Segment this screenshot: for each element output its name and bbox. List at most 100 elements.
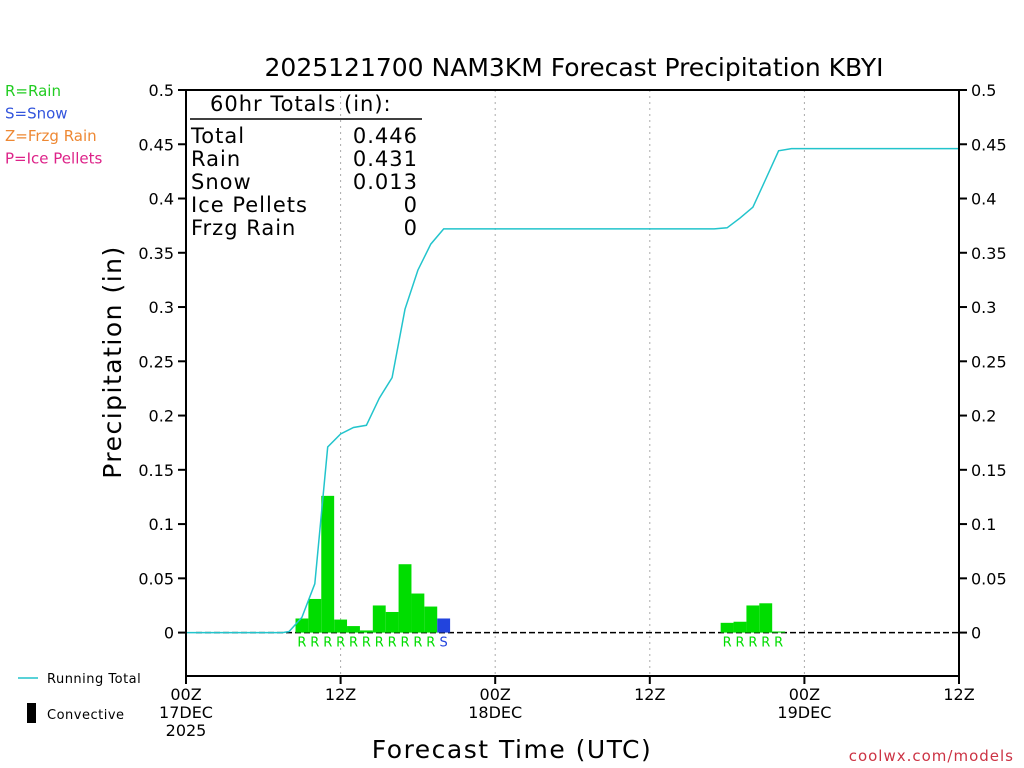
y-axis-left: 0 0.05 0.1 0.15 0.2 0.25 0.3 0.35 0.4 0.45 0.5 (138, 81, 186, 643)
y-axis-label: Precipitation (in) (98, 245, 127, 479)
y-tick-label-left: 0 (164, 624, 174, 643)
precip-type-label: S (440, 636, 448, 651)
precip-type-label: R (349, 636, 358, 651)
precip-type-label: R (323, 636, 332, 651)
x-tick-label: 00Z (170, 685, 201, 704)
grid-lines (340, 90, 805, 676)
y-tick-label-right: 0.15 (971, 461, 1007, 480)
y-tick-label-left: 0.3 (149, 298, 174, 317)
precip-type-label: R (761, 636, 770, 651)
precip-type-label: R (723, 636, 732, 651)
legend-type-entry: P=Ice Pellets (5, 150, 102, 168)
totals-row-value: 0 (404, 216, 418, 240)
x-tick-label: 12Z (943, 685, 974, 704)
precip-bar (398, 564, 412, 633)
y-tick-label-left: 0.25 (138, 352, 174, 371)
precip-bar (411, 593, 425, 633)
precip-bar (372, 605, 386, 633)
precip-bar (733, 621, 747, 633)
legend-series-label: Running Total (47, 672, 141, 687)
precip-bar (746, 605, 760, 633)
precip-type-label: R (400, 636, 409, 651)
totals-row-value: 0.446 (353, 124, 418, 148)
chart-title: 2025121700 NAM3KM Forecast Precipitation… (265, 53, 884, 82)
totals-heading: 60hr Totals (in): (210, 92, 392, 116)
y-axis-right: 0 0.05 0.1 0.15 0.2 0.25 0.3 0.35 0.4 0.45 0.5 (959, 81, 1007, 643)
precip-type-label: R (297, 636, 306, 651)
x-tick-label: 17DEC (159, 703, 213, 722)
totals-row-label: Snow (191, 170, 252, 194)
x-tick-label: 19DEC (777, 703, 831, 722)
y-tick-label-left: 0.4 (149, 190, 174, 209)
plot-area-frame (185, 89, 960, 677)
totals-row-value: 0.431 (353, 147, 418, 171)
y-tick-label-right: 0.05 (971, 569, 1007, 588)
precip-type-label: R (336, 636, 345, 651)
totals-row-label: Frzg Rain (191, 216, 296, 240)
precip-bar (308, 598, 322, 633)
precip-bar (424, 606, 438, 633)
precip-type-label: R (774, 636, 783, 651)
precip-type-label: R (310, 636, 319, 651)
precip-type-label: R (362, 636, 371, 651)
legend-type-entry: Z=Frzg Rain (5, 127, 97, 145)
precip-type-label: R (388, 636, 397, 651)
y-tick-label-right: 0.5 (971, 81, 996, 100)
precip-bar (295, 618, 309, 633)
totals-row-value: 0.013 (353, 170, 418, 194)
totals-box: 60hr Totals (in): Total 0.446 Rain 0.431 Snow… (190, 92, 422, 240)
running-total-line (186, 147, 959, 634)
legend-type-entry: S=Snow (5, 105, 68, 123)
y-tick-label-right: 0.25 (971, 352, 1007, 371)
y-tick-label-left: 0.45 (138, 135, 174, 154)
precip-type-label: R (748, 636, 757, 651)
precip-type-label: R (735, 636, 744, 651)
precip-type-label: R (426, 636, 435, 651)
totals-row-label: Total (190, 124, 245, 148)
x-tick-label: 00Z (789, 685, 820, 704)
x-tick-label: 2025 (166, 721, 207, 740)
y-tick-label-left: 0.1 (149, 515, 174, 534)
legend-type-entry: R=Rain (5, 82, 61, 100)
y-tick-label-left: 0.5 (149, 81, 174, 100)
y-tick-label-right: 0.1 (971, 515, 996, 534)
y-tick-label-right: 0.2 (971, 407, 996, 426)
series-legend: Running Total Convective (18, 672, 141, 723)
precip-bar (385, 611, 399, 633)
precip-bar (759, 603, 773, 633)
y-tick-label-right: 0.3 (971, 298, 996, 317)
x-tick-label: 18DEC (468, 703, 522, 722)
y-tick-label-left: 0.15 (138, 461, 174, 480)
y-tick-label-right: 0.35 (971, 244, 1007, 263)
x-tick-label: 00Z (480, 685, 511, 704)
precip-type-legend: R=Rain S=Snow Z=Frzg Rain P=Ice Pellets (5, 82, 102, 168)
y-tick-label-left: 0.2 (149, 407, 174, 426)
totals-row-label: Rain (191, 147, 241, 171)
precip-type-label: R (413, 636, 422, 651)
precip-bar (437, 618, 451, 633)
precip-type-label: R (375, 636, 384, 651)
precip-bar (359, 630, 373, 633)
x-tick-label: 12Z (634, 685, 665, 704)
y-tick-label-right: 0 (971, 624, 981, 643)
y-tick-label-left: 0.05 (138, 569, 174, 588)
totals-row-label: Ice Pellets (191, 193, 308, 217)
legend-bar-swatch (27, 703, 36, 723)
totals-row-value: 0 (404, 193, 418, 217)
precip-bar (720, 622, 734, 633)
precip-bar (347, 626, 360, 633)
precip-bar (334, 619, 348, 633)
y-tick-label-left: 0.35 (138, 244, 174, 263)
y-tick-label-right: 0.4 (971, 190, 996, 209)
precip-bar (321, 495, 335, 633)
precip-bar (772, 631, 786, 633)
running-total-layer (186, 147, 959, 634)
legend-series-label: Convective (47, 708, 125, 723)
x-tick-label: 12Z (325, 685, 356, 704)
watermark: coolwx.com/models (849, 747, 1014, 765)
y-tick-label-right: 0.45 (971, 135, 1007, 154)
x-axis-label: Forecast Time (UTC) (372, 735, 652, 764)
